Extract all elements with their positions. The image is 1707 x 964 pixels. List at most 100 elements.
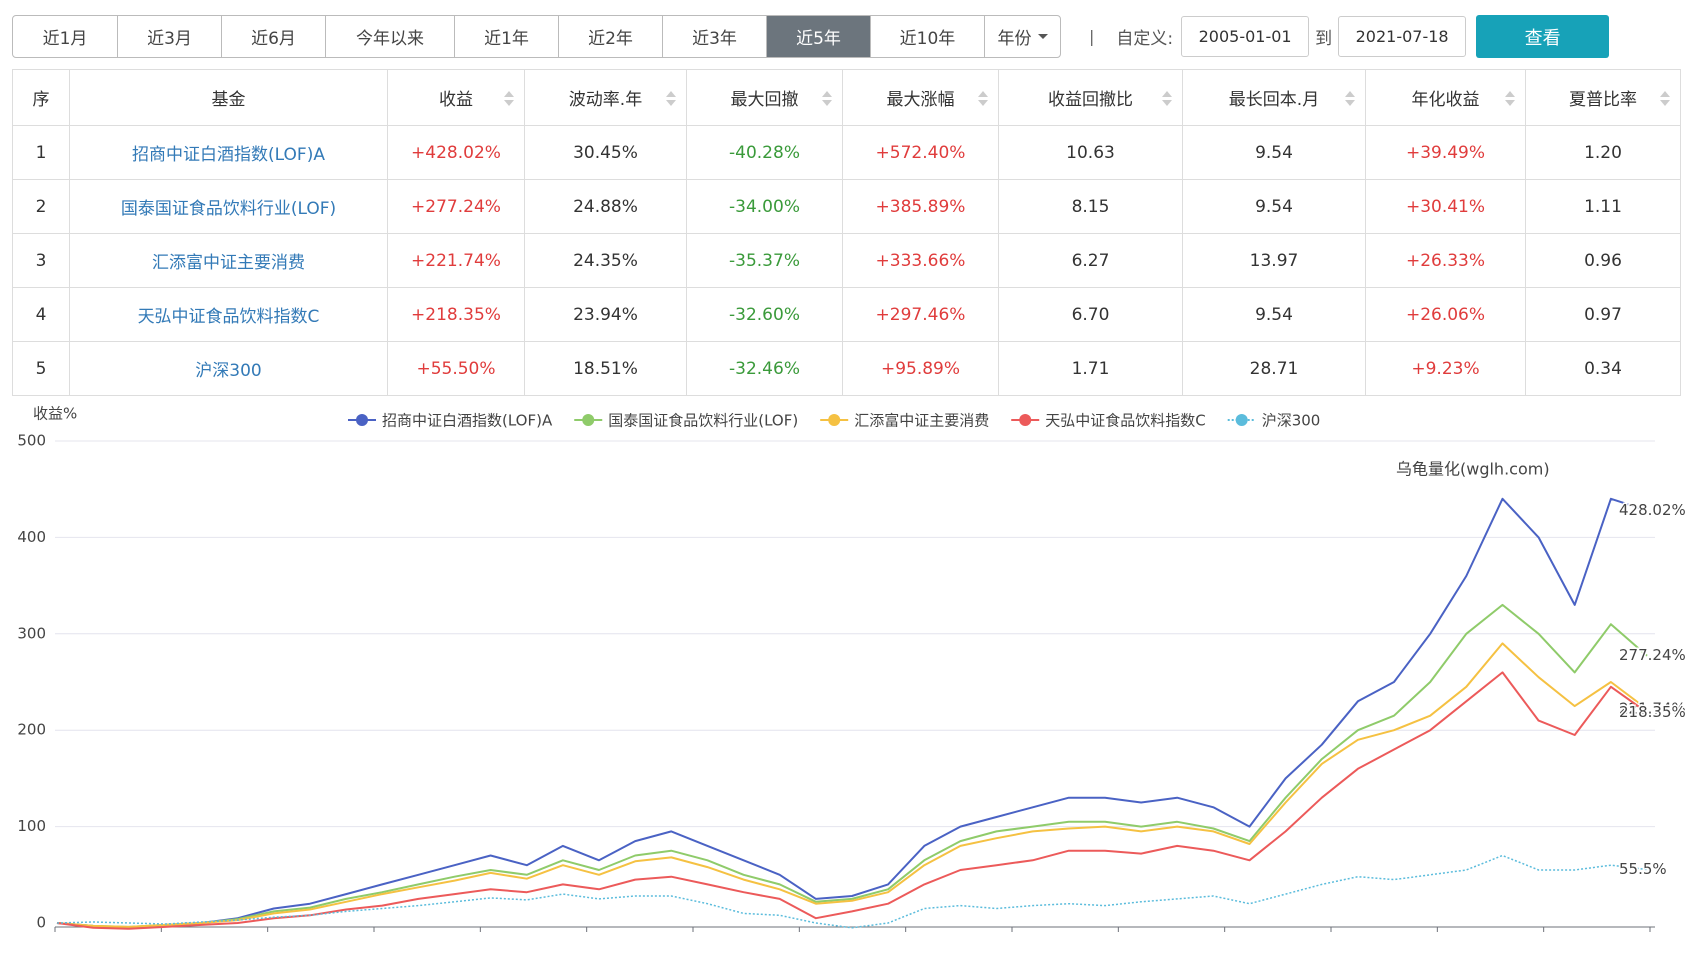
cell: 6.27 bbox=[998, 233, 1183, 288]
cell: +297.46% bbox=[842, 287, 999, 342]
start-date[interactable]: 2005-01-01 bbox=[1181, 16, 1310, 57]
range-button[interactable]: 近6月 bbox=[222, 16, 326, 57]
series-line bbox=[56, 854, 1648, 929]
range-button[interactable]: 近2年 bbox=[559, 16, 663, 57]
legend-label: 沪深300 bbox=[1262, 412, 1321, 430]
cell: 30.45% bbox=[524, 125, 687, 180]
cell: 9.54 bbox=[1182, 179, 1366, 234]
y-tick-label: 0 bbox=[36, 914, 46, 932]
y-axis-label: 收益% bbox=[33, 405, 77, 423]
end-date[interactable]: 2021-07-18 bbox=[1338, 16, 1467, 57]
cell: 5 bbox=[12, 341, 70, 396]
range-button[interactable]: 今年以来 bbox=[326, 16, 455, 57]
range-group: 近1月 近3月 近6月 今年以来 近1年 近2年 近3年 近5年 近10年 年份 bbox=[12, 15, 1061, 58]
fund-name[interactable]: 沪深300 bbox=[69, 341, 388, 396]
column-header: 序 bbox=[12, 69, 70, 126]
end-label: 277.24% bbox=[1619, 646, 1686, 664]
cell: 3 bbox=[12, 233, 70, 288]
legend-label: 招商中证白酒指数(LOF)A bbox=[382, 412, 553, 430]
cell: 13.97 bbox=[1182, 233, 1366, 288]
y-tick-label: 200 bbox=[17, 721, 46, 739]
fund-name[interactable]: 国泰国证食品饮料行业(LOF) bbox=[69, 179, 388, 234]
cell: -35.37% bbox=[686, 233, 843, 288]
column-header[interactable]: 夏普比率 bbox=[1525, 69, 1681, 126]
custom-label: 自定义: bbox=[1116, 29, 1174, 49]
series-line bbox=[56, 671, 1648, 930]
cell: +26.33% bbox=[1365, 233, 1526, 288]
column-header[interactable]: 收益回撤比 bbox=[998, 69, 1183, 126]
cell: 0.97 bbox=[1525, 287, 1681, 342]
cell: 24.35% bbox=[524, 233, 687, 288]
cell: 1.11 bbox=[1525, 179, 1681, 234]
range-button[interactable]: 近5年 bbox=[767, 16, 871, 57]
column-header[interactable]: 最大涨幅 bbox=[842, 69, 999, 126]
cell: +9.23% bbox=[1365, 341, 1526, 396]
fund-name[interactable]: 招商中证白酒指数(LOF)A bbox=[69, 125, 388, 180]
legend-marker bbox=[1019, 414, 1032, 426]
column-header[interactable]: 最长回本.月 bbox=[1182, 69, 1366, 126]
to-label: 到 bbox=[1315, 29, 1333, 49]
table-row: 4 天弘中证食品饮料指数C +218.35% 23.94% -32.60% +297.46… bbox=[12, 287, 1681, 342]
cell: -40.28% bbox=[686, 125, 843, 180]
cell: +39.49% bbox=[1365, 125, 1526, 180]
legend-label: 汇添富中证主要消费 bbox=[854, 412, 989, 430]
y-tick-label: 500 bbox=[17, 432, 46, 450]
cell: +95.89% bbox=[842, 341, 999, 396]
cell: -32.46% bbox=[686, 341, 843, 396]
end-label: 55.5% bbox=[1619, 860, 1667, 878]
cell: 24.88% bbox=[524, 179, 687, 234]
cell: +218.35% bbox=[387, 287, 525, 342]
cell: 10.63 bbox=[998, 125, 1183, 180]
watermark: 乌龟量化(wglh.com) bbox=[1396, 460, 1550, 479]
cell: 23.94% bbox=[524, 287, 687, 342]
cell: 1.71 bbox=[998, 341, 1183, 396]
range-button[interactable]: 近3年 bbox=[663, 16, 767, 57]
cell: -32.60% bbox=[686, 287, 843, 342]
cell: +385.89% bbox=[842, 179, 999, 234]
range-button[interactable]: 近10年 bbox=[871, 16, 985, 57]
range-button[interactable]: 近1年 bbox=[455, 16, 559, 57]
cell: 4 bbox=[12, 287, 70, 342]
cell: +55.50% bbox=[387, 341, 525, 396]
cell: 9.54 bbox=[1182, 125, 1366, 180]
table-row: 1 招商中证白酒指数(LOF)A +428.02% 30.45% -40.28% +572… bbox=[12, 125, 1681, 180]
range-button[interactable]: 近3月 bbox=[118, 16, 222, 57]
series-line bbox=[56, 603, 1648, 928]
fund-name[interactable]: 汇添富中证主要消费 bbox=[69, 233, 388, 288]
legend-marker bbox=[1235, 414, 1248, 426]
cell: -34.00% bbox=[686, 179, 843, 234]
column-header[interactable]: 收益 bbox=[387, 69, 525, 126]
cell: 0.34 bbox=[1525, 341, 1681, 396]
legend-marker bbox=[356, 414, 368, 426]
end-label: 218.35% bbox=[1619, 703, 1686, 721]
cell: +428.02% bbox=[387, 125, 525, 180]
cell: +572.40% bbox=[842, 125, 999, 180]
toolbar: 近1月 近3月 近6月 今年以来 近1年 近2年 近3年 近5年 近10年 年份 | 自定义: 2… bbox=[12, 15, 1610, 58]
query-button[interactable]: 查看 bbox=[1476, 15, 1610, 58]
cell: +26.06% bbox=[1365, 287, 1526, 342]
series-line bbox=[56, 642, 1648, 928]
legend-label: 国泰国证食品饮料行业(LOF) bbox=[608, 412, 798, 430]
fund-name[interactable]: 天弘中证食品饮料指数C bbox=[69, 287, 388, 342]
column-header[interactable]: 波动率.年 bbox=[524, 69, 687, 126]
cell: 28.71 bbox=[1182, 341, 1366, 396]
table-row: 5 沪深300 +55.50% 18.51% -32.46% +95.89% 1.71 28.… bbox=[12, 341, 1681, 396]
range-button[interactable]: 年份 bbox=[985, 16, 1060, 57]
end-label: 428.02% bbox=[1619, 501, 1686, 519]
cell: 8.15 bbox=[998, 179, 1183, 234]
legend-marker bbox=[582, 414, 595, 426]
separator: | bbox=[1089, 27, 1095, 46]
cell: 9.54 bbox=[1182, 287, 1366, 342]
cell: 1.20 bbox=[1525, 125, 1681, 180]
range-button[interactable]: 近1月 bbox=[13, 16, 118, 57]
y-tick-label: 100 bbox=[17, 817, 46, 835]
cell: 6.70 bbox=[998, 287, 1183, 342]
column-header[interactable]: 最大回撤 bbox=[686, 69, 843, 126]
series-line bbox=[56, 497, 1648, 929]
column-header[interactable]: 年化收益 bbox=[1365, 69, 1526, 126]
cell: 1 bbox=[12, 125, 70, 180]
y-tick-label: 300 bbox=[17, 624, 46, 642]
cell: +277.24% bbox=[387, 179, 525, 234]
cell: +30.41% bbox=[1365, 179, 1526, 234]
